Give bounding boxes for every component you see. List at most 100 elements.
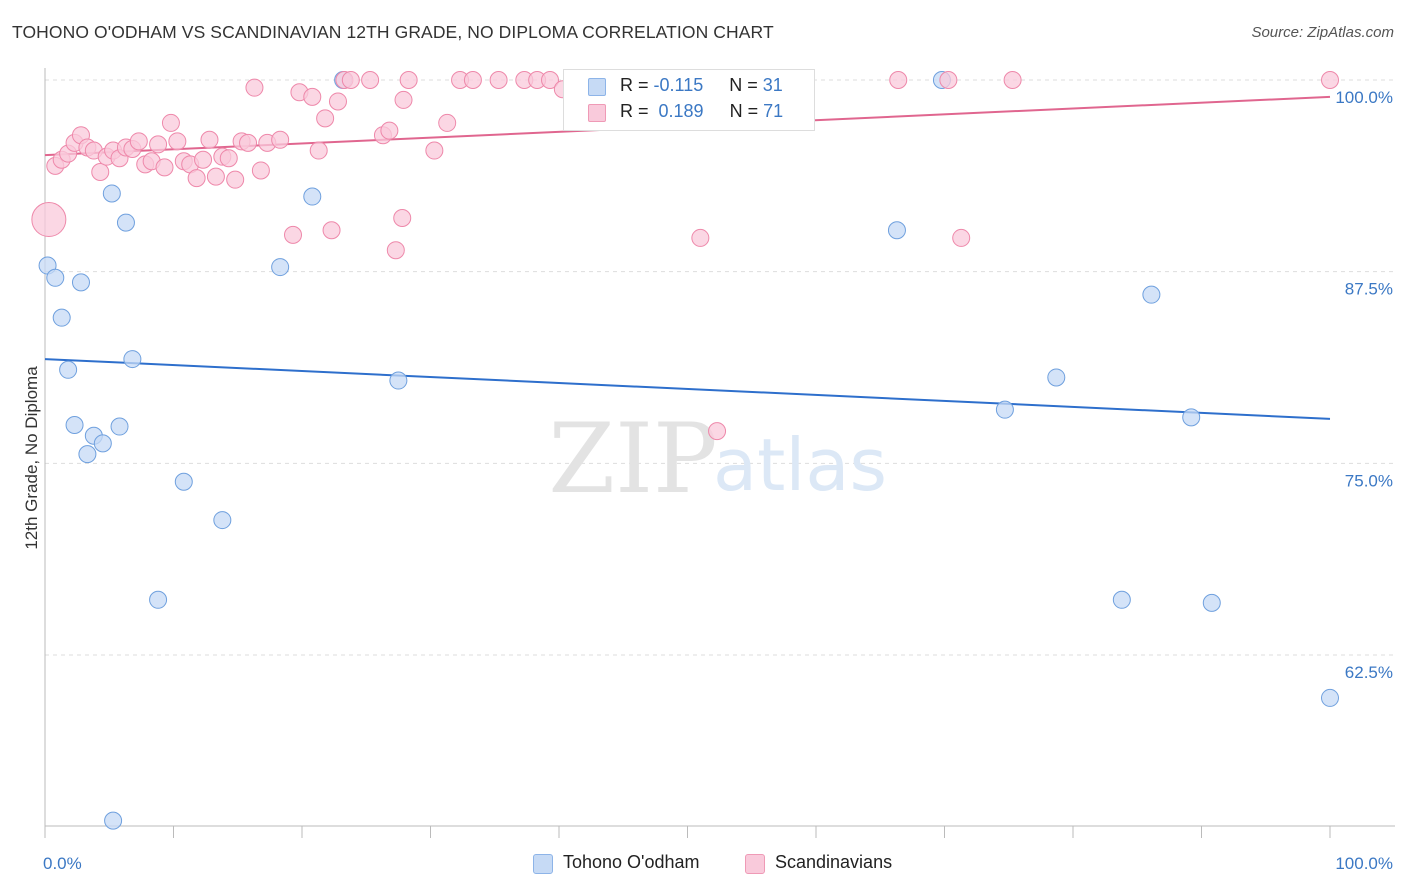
data-point-scandinavian [489,71,508,89]
x-tick-label: 0.0% [43,854,82,873]
legend-r-label: R = [620,75,654,95]
data-point-scandinavian [271,130,290,149]
data-points [31,71,1339,830]
data-point-scandinavian [161,113,180,132]
data-point-tohono [213,511,232,530]
watermark-atlas: atlas [713,423,887,507]
data-point-scandinavian [149,135,168,154]
series-label-tohono: Tohono O'odham [563,852,700,872]
data-point-scandinavian [309,141,328,160]
tick-labels: 100.0% 87.5% 75.0% 62.5% 0.0% 100.0% [43,88,1393,873]
data-point-scandinavian [691,228,710,247]
data-point-tohono [1321,688,1339,707]
data-point-tohono [303,187,322,206]
x-tick-label: 100.0% [1335,854,1393,873]
data-point-scandinavian [168,132,187,151]
data-point-scandinavian [91,163,110,181]
series-swatch-scandinavian [745,854,765,874]
y-tick-label: 100.0% [1335,88,1393,107]
data-point-scandinavian [399,71,418,89]
series-swatch-tohono [533,854,553,874]
y-axis-label: 12th Grade, No Diploma [22,366,41,550]
data-point-tohono [149,590,168,609]
series-label-scandinavian: Scandinavians [775,852,893,872]
data-point-scandinavian [708,422,727,441]
legend-r-label: R = [620,101,654,121]
data-point-scandinavian [303,87,322,106]
data-point-scandinavian [889,71,908,89]
data-point-tohono [78,445,97,464]
trend-line-tohono [44,358,1331,420]
legend-n-label: N = [729,101,764,121]
legend-n-value: 71 [763,101,784,121]
watermark-zip: ZIP [548,403,717,515]
data-point-tohono [887,221,906,240]
legend-r-value: 0.189 [653,101,704,121]
data-point-tohono [65,416,84,434]
data-point-tohono [71,273,90,292]
data-point-scandinavian [322,221,341,240]
data-point-tohono [93,434,112,453]
series-legend: Tohono O'odham Scandinavians [0,852,1406,876]
data-point-scandinavian [438,113,457,132]
data-point-tohono [1202,593,1221,612]
data-point-scandinavian [361,71,380,89]
data-point-scandinavian [541,71,560,89]
chart-title: TOHONO O'ODHAM VS SCANDINAVIAN 12TH GRAD… [12,22,774,42]
data-point-scandinavian [1003,71,1022,89]
legend-n-value: 31 [762,75,783,95]
data-point-tohono [271,258,290,277]
data-point-scandinavian [463,71,482,89]
data-point-scandinavian [316,109,335,128]
legend-r-value: -0.115 [653,75,704,95]
data-point-scandinavian [328,92,347,111]
data-point-scandinavian [425,141,444,160]
legend-swatch-tohono [588,78,606,96]
data-point-scandinavian [219,149,238,168]
data-point-scandinavian [251,161,270,180]
data-point-tohono [995,400,1014,419]
data-point-scandinavian [206,167,225,186]
data-point-scandinavian [226,170,245,189]
data-point-scandinavian [1321,71,1339,89]
data-point-tohono [389,371,408,390]
data-point-tohono [59,360,78,379]
data-point-scandinavian [187,169,206,188]
data-point-scandinavian [939,71,958,89]
axes [44,68,1395,838]
data-point-scandinavian [194,150,213,169]
data-point-scandinavian [239,133,258,152]
data-point-scandinavian [200,130,219,149]
data-point-tohono [46,268,65,287]
data-point-scandinavian [393,209,412,227]
data-point-tohono [1182,408,1201,427]
y-tick-label: 62.5% [1345,663,1393,682]
data-point-tohono [110,417,129,436]
data-point-tohono [174,472,193,491]
data-point-scandinavian [386,241,405,260]
data-point-tohono [123,350,142,369]
data-point-scandinavian [380,121,399,140]
y-tick-label: 75.0% [1345,471,1393,490]
data-point-scandinavian [129,132,148,151]
data-point-tohono [1047,368,1066,387]
data-point-tohono [102,184,121,203]
data-point-scandinavian [952,228,971,247]
data-point-tohono [1142,285,1161,304]
y-tick-label: 87.5% [1345,280,1393,299]
data-point-tohono [52,308,71,327]
data-point-scandinavian [155,158,174,177]
legend-swatch-scandinavian [588,104,606,122]
data-point-tohono [1112,590,1131,609]
data-point-scandinavian [31,202,67,238]
data-point-scandinavian [245,78,264,97]
data-point-scandinavian [341,71,360,89]
data-point-scandinavian [394,90,413,109]
correlation-legend: R = -0.115 N = 31 R = 0.189 N = 71 [563,69,815,131]
source-credit: Source: ZipAtlas.com [1251,24,1394,41]
data-point-tohono [104,811,123,830]
data-point-tohono [116,213,135,232]
legend-n-label: N = [729,75,763,95]
data-point-scandinavian [284,225,303,244]
